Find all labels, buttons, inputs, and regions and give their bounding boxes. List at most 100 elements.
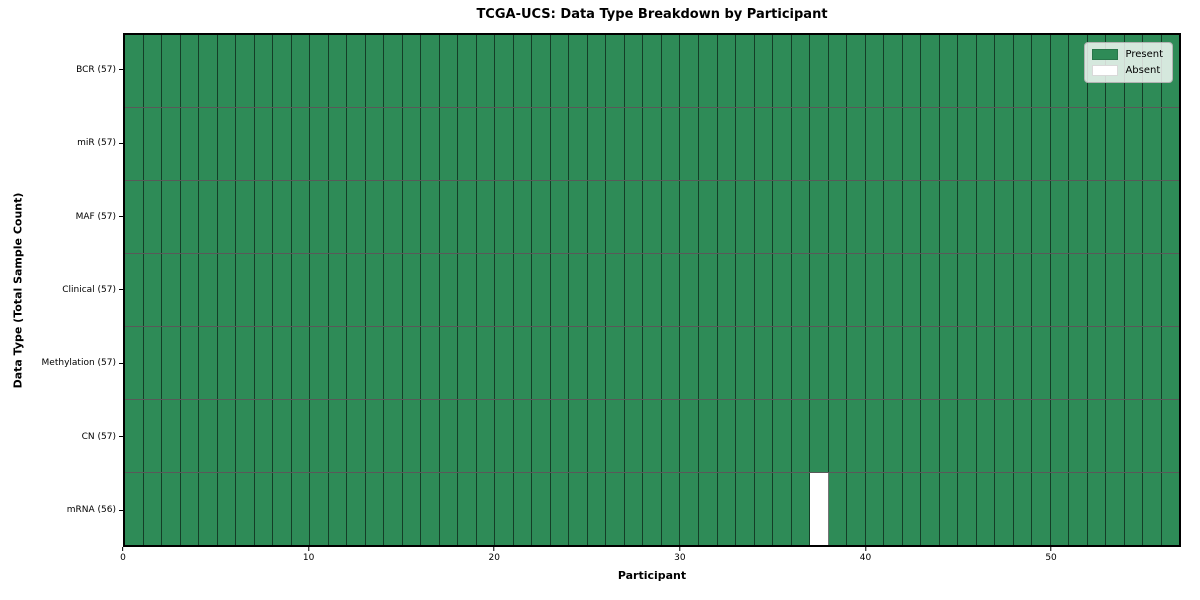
heatmap-cell [162, 400, 181, 472]
heatmap-cell [550, 181, 570, 253]
heatmap-cell [476, 400, 496, 472]
heatmap-cell [402, 181, 422, 253]
x-tick-label: 0 [120, 553, 126, 563]
y-tick-label: MAF (57) [75, 211, 116, 222]
heatmap-cell [828, 327, 848, 399]
heatmap-cell [717, 108, 737, 180]
heatmap-cell [347, 400, 366, 472]
heatmap-cell [1032, 254, 1051, 326]
heatmap-cell [550, 327, 570, 399]
heatmap-cell [125, 254, 144, 326]
heatmap-cell [1050, 327, 1070, 399]
heatmap-cell [1161, 473, 1180, 545]
heatmap-cell [698, 108, 718, 180]
heatmap-cell [902, 327, 922, 399]
heatmap-cell [458, 254, 477, 326]
heatmap-cell [180, 35, 200, 107]
x-tick-mark [1050, 547, 1052, 551]
heatmap-cell [736, 35, 755, 107]
heatmap-cell [180, 181, 200, 253]
heatmap-cell [865, 35, 885, 107]
heatmap-cell [550, 473, 570, 545]
heatmap-cell [717, 473, 737, 545]
heatmap-row-miR [125, 108, 1180, 181]
y-tick-mark [119, 69, 123, 71]
heatmap-cell [125, 327, 144, 399]
heatmap-cell [476, 254, 496, 326]
heatmap-cell [439, 473, 459, 545]
heatmap-cell [624, 108, 644, 180]
heatmap-cell [421, 327, 440, 399]
heatmap-cell [254, 473, 274, 545]
heatmap-cell [773, 327, 792, 399]
heatmap-cell [291, 473, 311, 545]
heatmap-cell [550, 254, 570, 326]
heatmap-cell [162, 108, 181, 180]
heatmap-cell [421, 181, 440, 253]
heatmap-cell [199, 35, 218, 107]
heatmap-cell [1050, 181, 1070, 253]
heatmap-cell [587, 35, 607, 107]
x-tick-label: 20 [488, 553, 500, 563]
heatmap-cell [328, 327, 348, 399]
heatmap-cell [624, 181, 644, 253]
heatmap-cell [1124, 327, 1144, 399]
heatmap-cell [569, 108, 588, 180]
heatmap-cell [513, 181, 533, 253]
heatmap-cell [939, 181, 959, 253]
heatmap-cell [587, 400, 607, 472]
plot-area: Present Absent [123, 33, 1181, 547]
y-tick-row: Methylation (57) [0, 327, 123, 400]
heatmap-cell [643, 108, 662, 180]
heatmap-cell [1087, 254, 1107, 326]
heatmap-cell [1013, 254, 1033, 326]
heatmap-cell [1161, 254, 1180, 326]
heatmap-cell [532, 400, 551, 472]
heatmap-cell [791, 108, 811, 180]
heatmap-cell [828, 35, 848, 107]
heatmap-cell [902, 400, 922, 472]
heatmap-cell [421, 254, 440, 326]
heatmap-cell [828, 181, 848, 253]
heatmap-cell [143, 473, 163, 545]
y-tick-mark [119, 436, 123, 438]
heatmap-cell [884, 181, 903, 253]
heatmap-cell [532, 108, 551, 180]
heatmap-cell [347, 473, 366, 545]
heatmap-cell [513, 400, 533, 472]
heatmap-cell [902, 181, 922, 253]
heatmap-cell [939, 327, 959, 399]
x-tick: 0 [120, 547, 126, 563]
heatmap-cell [273, 35, 292, 107]
heatmap-row-BCR [125, 35, 1180, 108]
heatmap-cell [162, 181, 181, 253]
heatmap-cell [384, 181, 403, 253]
heatmap-cell [1069, 254, 1088, 326]
y-tick-label: CN (57) [81, 431, 116, 442]
heatmap-cell [421, 35, 440, 107]
heatmap-cell [884, 254, 903, 326]
heatmap-cell [810, 181, 829, 253]
legend-item-present: Present [1092, 49, 1163, 60]
heatmap-cell [1143, 181, 1162, 253]
heatmap-cell [680, 473, 699, 545]
heatmap-cell [458, 400, 477, 472]
heatmap-cell [1087, 400, 1107, 472]
heatmap-cell [921, 254, 940, 326]
heatmap-cell [717, 327, 737, 399]
heatmap-cell [143, 181, 163, 253]
heatmap-cell [606, 108, 625, 180]
heatmap-cell [921, 327, 940, 399]
heatmap-cell [587, 327, 607, 399]
heatmap-cell [1106, 181, 1125, 253]
heatmap-cell [513, 327, 533, 399]
heatmap-cell [661, 254, 681, 326]
heatmap-cell [624, 473, 644, 545]
heatmap-cell [402, 254, 422, 326]
heatmap-cell [384, 473, 403, 545]
y-tick-row: CN (57) [0, 400, 123, 473]
heatmap-cell [643, 327, 662, 399]
heatmap-cell [865, 181, 885, 253]
y-tick-mark [119, 216, 123, 218]
heatmap-cell [1106, 327, 1125, 399]
